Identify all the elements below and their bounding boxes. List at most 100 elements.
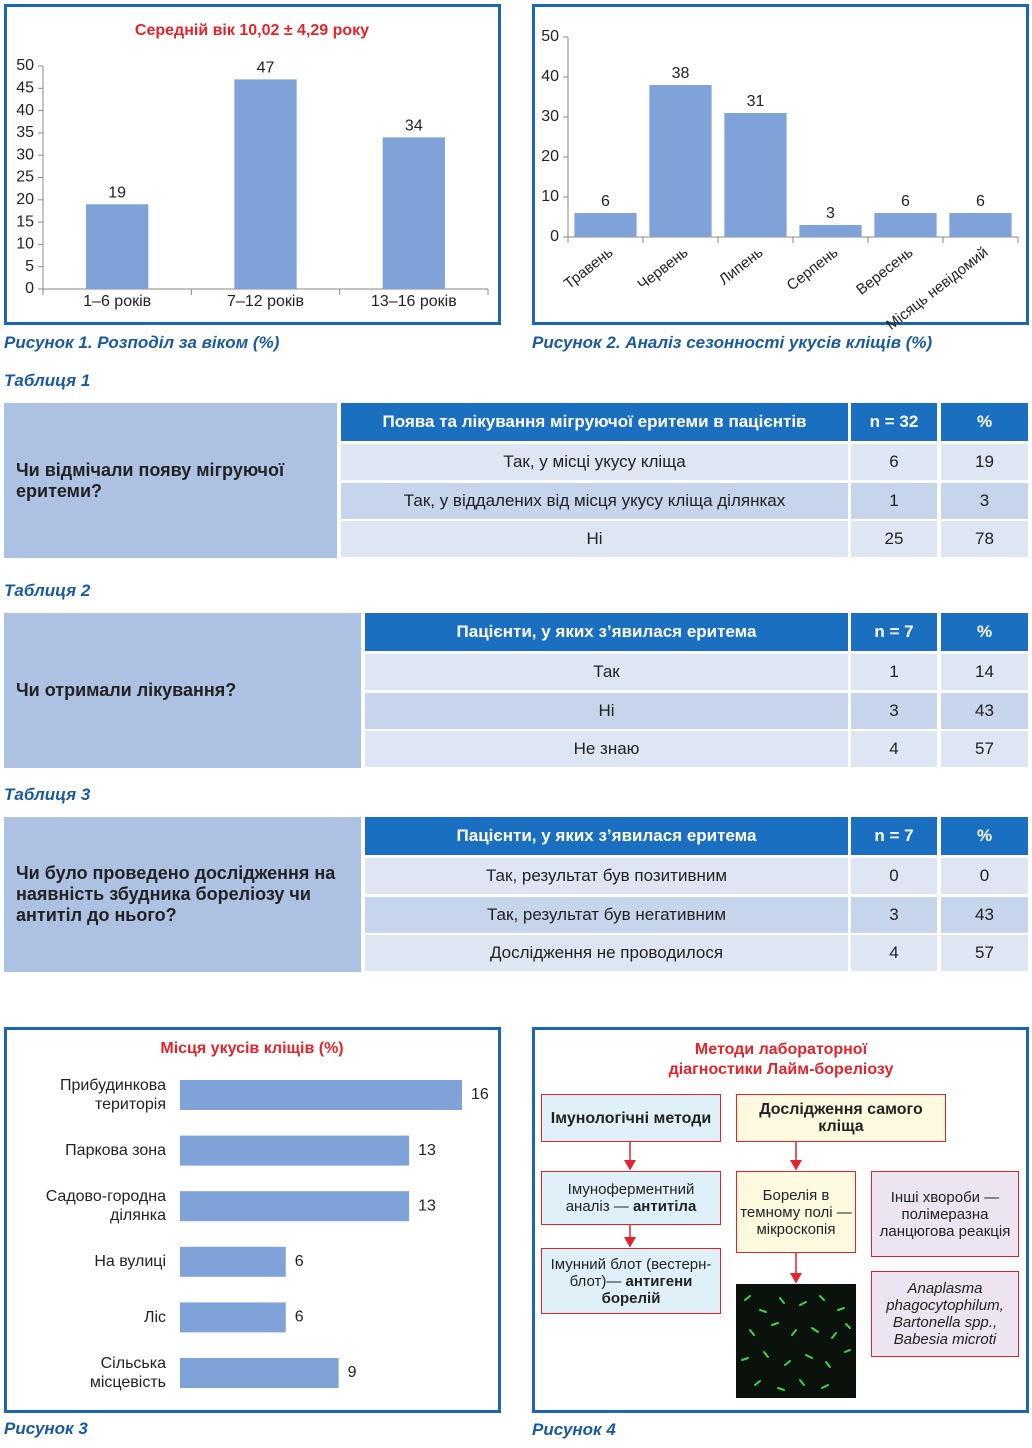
value-label: 6: [976, 193, 985, 210]
table-cell: 1: [851, 482, 937, 519]
y-tick-label: 30: [16, 146, 34, 163]
bar: [724, 113, 787, 237]
node-text: Дослідження самого кліща: [759, 1101, 923, 1135]
x-tick-label: Серпень: [784, 244, 842, 294]
table-cell: Так, результат був позитивним: [365, 858, 848, 894]
table-cell: 19: [941, 444, 1028, 480]
question-cell: Чи отримали лікування?: [4, 613, 361, 768]
table-label: Таблиця 3: [4, 785, 91, 804]
y-tick-label: Паркова зона: [30, 1130, 166, 1172]
table-cell: 14: [941, 654, 1028, 690]
diagram-title: Методи лабораторної діагностики Лайм-бор…: [668, 1041, 894, 1078]
table-cell: Дослідження не проводилося: [365, 935, 848, 971]
node-part: антигени борелій: [601, 1272, 693, 1307]
bar: [799, 225, 862, 237]
bar: [874, 213, 937, 237]
table-cell: 4: [851, 935, 937, 971]
table-cell: Так: [365, 654, 848, 690]
y-tick-label: 0: [25, 280, 34, 297]
micrograph: [736, 1284, 856, 1398]
node-text: Імунний блот (вестерн-блот)— антигени бо…: [545, 1256, 717, 1307]
x-tick-label: Вересень: [853, 244, 916, 299]
y-tick-label: 35: [16, 124, 34, 141]
bar: [86, 204, 149, 289]
x-tick-label: Травень: [561, 244, 617, 293]
y-tick-label: Сільська місцевість: [30, 1352, 166, 1394]
node-text: Імуноферментний аналіз — антитіла: [545, 1181, 717, 1215]
x-tick-label: Червень: [634, 244, 691, 294]
header-cell: Поява та лікування мігруючої еритеми в п…: [341, 403, 848, 441]
node: Імунологічні методи: [541, 1094, 721, 1142]
figure-caption: Рисунок 2. Аналіз сезонності укусів кліщ…: [532, 333, 933, 352]
table-cell: 0: [851, 858, 937, 894]
figure-frame: [532, 4, 1029, 325]
node-text: Борелія в темному полі — мікроскопія: [740, 1186, 852, 1238]
x-tick-label: Липень: [716, 244, 767, 289]
value-label: 13: [418, 1142, 436, 1159]
y-tick-label: 5: [25, 258, 34, 275]
bar: [574, 213, 637, 237]
table-cell: Ні: [341, 521, 848, 557]
y-tick-label: 30: [541, 108, 559, 125]
header-cell: Пацієнти, у яких з’явилася еритема: [365, 817, 848, 855]
bar: [180, 1358, 339, 1388]
header-cell: n = 7: [851, 613, 937, 651]
value-label: 38: [672, 65, 690, 82]
y-tick-label: 10: [541, 188, 559, 205]
node: Інші хвороби — полімеразна ланцюгова реа…: [871, 1171, 1019, 1257]
header-cell: %: [941, 613, 1028, 651]
table-cell: 78: [941, 521, 1028, 557]
table-cell: Не знаю: [365, 731, 848, 767]
x-tick-label: 1–6 років: [83, 293, 151, 310]
figure-frame: [532, 1027, 1029, 1413]
y-tick-label: Садово-городна ділянка: [30, 1185, 166, 1227]
question-cell: Чи відмічали появу мігруючої еритеми?: [4, 403, 337, 558]
bar: [180, 1246, 286, 1277]
table-cell: 43: [941, 896, 1028, 933]
bar: [180, 1302, 286, 1333]
node: Імуноферментний аналіз — антитіла: [541, 1171, 721, 1225]
value-label: 31: [747, 93, 765, 110]
value-label: 6: [601, 193, 610, 210]
bar: [180, 1135, 410, 1166]
table-cell: 57: [941, 731, 1028, 767]
category-label: Прибудинкова територія: [59, 1077, 166, 1113]
table-cell: Так, результат був негативним: [365, 896, 848, 933]
table-cell: Ні: [365, 692, 848, 729]
y-tick-label: 0: [550, 228, 559, 245]
table-cell: 4: [851, 731, 937, 767]
node-text: Anaplasma phagocytophilum, Bartonella sp…: [886, 1280, 1004, 1348]
table-cell: 0: [941, 858, 1028, 894]
node-text: Імунологічні методи: [550, 1109, 712, 1127]
header-cell: Пацієнти, у яких з’явилася еритема: [365, 613, 848, 651]
y-tick-label: 40: [16, 102, 34, 119]
y-tick-label: Прибудинкова територія: [30, 1074, 166, 1116]
bar: [649, 85, 712, 237]
x-tick-label: 13–16 років: [371, 293, 457, 310]
y-tick-label: Ліс: [30, 1296, 166, 1338]
value-label: 47: [257, 60, 275, 77]
value-label: 6: [295, 1309, 304, 1326]
y-tick-label: 45: [16, 80, 34, 97]
x-tick-label: 7–12 років: [227, 293, 304, 310]
bar: [180, 1191, 410, 1222]
bar: [382, 137, 445, 289]
figure-caption: Рисунок 1. Розподіл за віком (%): [4, 333, 280, 352]
value-label: 9: [348, 1364, 357, 1381]
header-cell: n = 7: [851, 817, 937, 855]
category-label: Садово-городна ділянка: [45, 1188, 166, 1225]
y-tick-label: 25: [16, 169, 34, 186]
value-label: 13: [418, 1197, 436, 1214]
table-cell: 3: [941, 482, 1028, 519]
table-cell: 3: [851, 692, 937, 729]
category-label: Паркова зона: [65, 1142, 166, 1160]
table-label: Таблиця 1: [4, 371, 91, 390]
figure-caption: Рисунок 3: [4, 1419, 88, 1438]
figure-caption: Рисунок 4: [532, 1420, 616, 1439]
y-tick-label: 20: [541, 148, 559, 165]
table-cell: Так, у віддалених від місця укусу кліща …: [341, 482, 848, 519]
chart-title: Місця укусів кліщів (%): [160, 1040, 343, 1057]
category-label: Ліс: [143, 1308, 166, 1326]
